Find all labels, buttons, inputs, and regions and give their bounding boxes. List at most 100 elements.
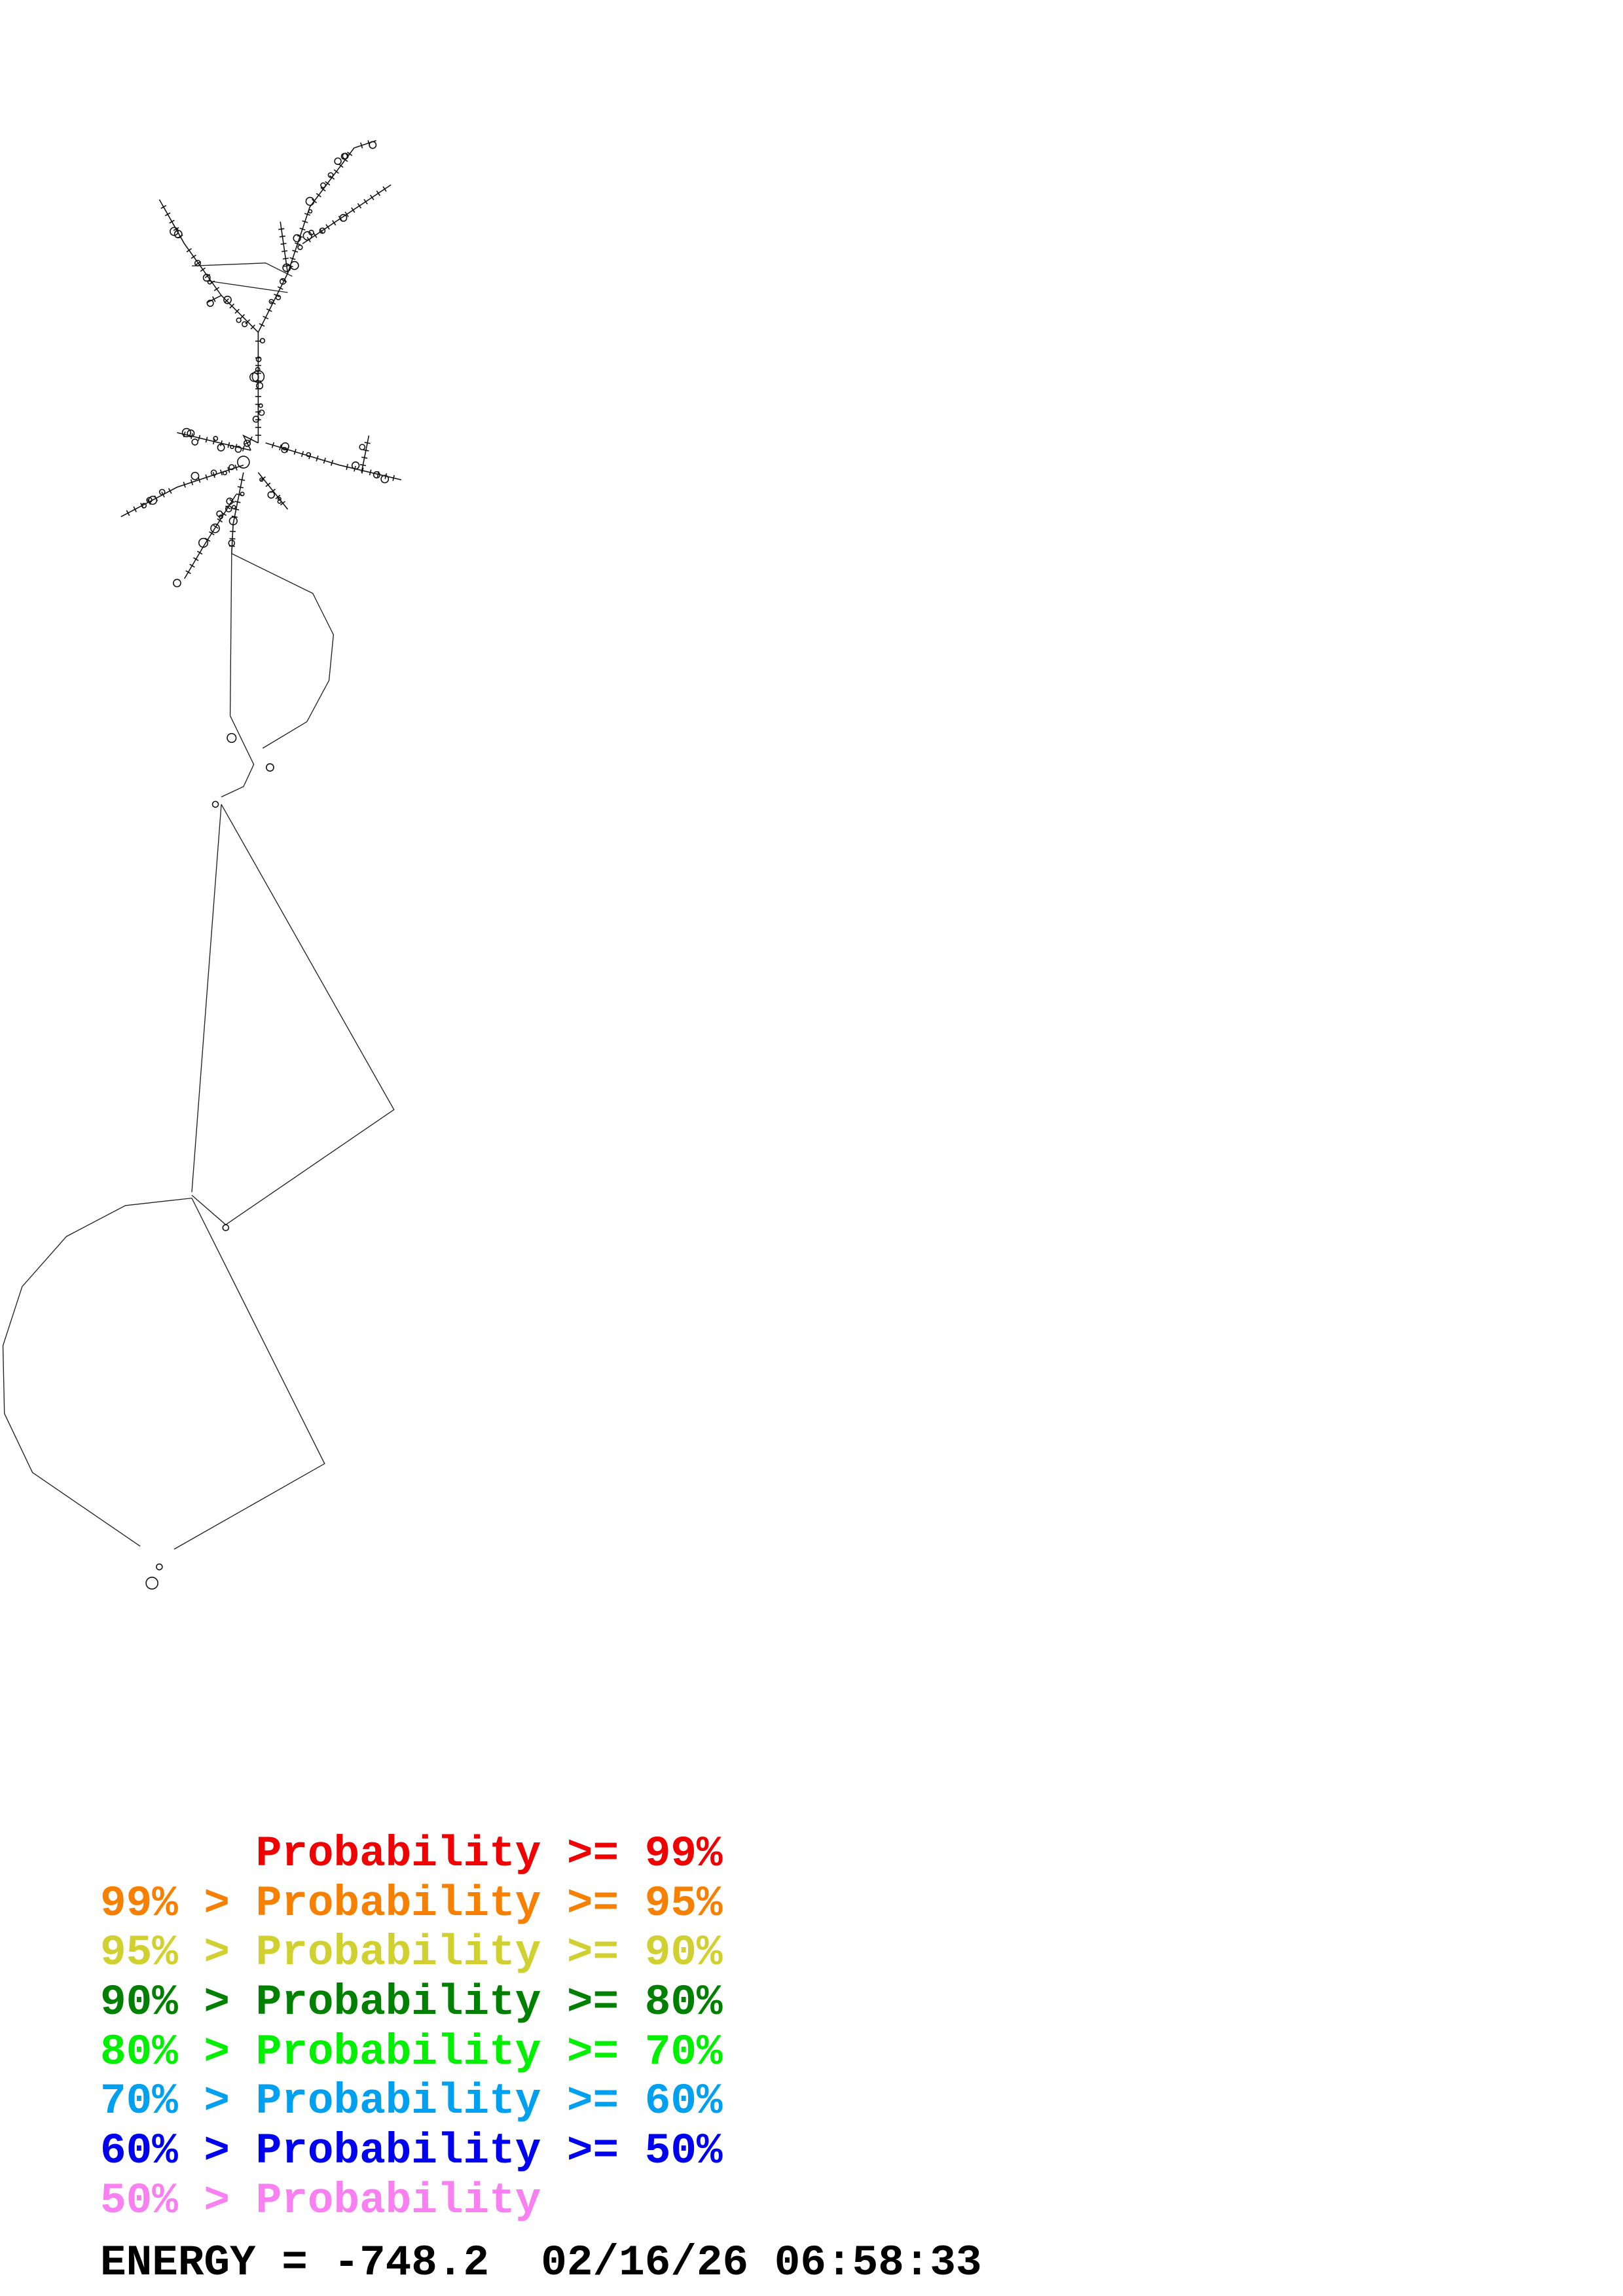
legend-label: Probability (255, 1829, 541, 1878)
hairpin-loop (228, 516, 238, 526)
hairpin-loop (255, 367, 261, 372)
multiloop (237, 456, 250, 469)
hairpin-loop (258, 409, 265, 416)
base-pair-tick (209, 531, 215, 535)
base-pair-tick (333, 169, 339, 174)
base-pair-tick (133, 506, 137, 512)
base-pair-tick (240, 314, 245, 319)
hairpin-loop (302, 231, 312, 241)
hairpin-loop (181, 427, 191, 438)
hairpin-loop (240, 492, 245, 497)
helix (231, 472, 244, 554)
legend-prefix: 70% > (100, 2077, 256, 2126)
base-pair-tick (361, 456, 368, 459)
hairpin-loop (342, 152, 349, 160)
base-pair-tick (245, 319, 251, 325)
base-pair-tick (357, 203, 362, 209)
legend-prefix: 80% > (100, 2027, 256, 2077)
hairpin-loop (334, 157, 342, 166)
base-pair-tick (229, 303, 234, 309)
hairpin-loop (230, 444, 234, 450)
legend-label: Probability (255, 1978, 541, 2028)
legend-prefix: 99% > (100, 1878, 256, 1928)
base-pair-tick (270, 488, 276, 493)
multiloop (211, 800, 219, 808)
base-pair-tick (198, 435, 201, 441)
base-pair-tick (392, 475, 395, 481)
base-pair-tick (364, 442, 371, 444)
legend-prefix (100, 1829, 256, 1878)
hairpin-loop (293, 234, 301, 243)
base-pair-tick (304, 213, 310, 216)
base-pair-tick (281, 279, 287, 283)
base-pair-tick (195, 260, 201, 266)
base-pair-tick (234, 308, 240, 314)
base-pair-tick (280, 501, 285, 506)
base-pair-tick (293, 448, 297, 455)
backbone-segment (229, 553, 232, 716)
hairpin-loop (259, 477, 264, 482)
base-pair-tick (205, 537, 211, 542)
base-pair-tick (126, 510, 130, 516)
base-pair-tick (231, 515, 238, 518)
base-pair-tick (311, 198, 318, 204)
backbone-segment (206, 280, 288, 293)
legend-label: Probability (255, 2027, 541, 2077)
base-pair-tick (229, 499, 235, 503)
multiloop (227, 732, 237, 744)
hairpin-loop (170, 226, 179, 236)
base-pair-tick (204, 274, 211, 279)
base-pair-tick (161, 492, 165, 498)
base-pair-tick (376, 190, 380, 196)
hairpin-loop (359, 444, 366, 450)
base-pair-tick (250, 324, 255, 330)
base-pair-tick (286, 446, 289, 453)
base-pair-tick (189, 564, 195, 568)
legend-suffix: >= 70% (541, 2027, 723, 2077)
base-pair-tick (360, 142, 363, 149)
base-pair-tick (376, 471, 380, 478)
base-pair-tick (183, 482, 186, 488)
multiloop (251, 370, 265, 384)
backbone-segment (221, 804, 395, 1225)
hairpin-loop (255, 356, 262, 363)
base-pair-tick (169, 219, 175, 224)
base-pair-tick (186, 248, 192, 253)
base-pair-tick (191, 433, 193, 439)
legend-row: 80% > Probability >= 70% (100, 2028, 723, 2077)
hairpin-loop (243, 439, 251, 447)
legend-prefix: 50% > (100, 2176, 256, 2225)
base-pair-tick (260, 476, 266, 481)
base-pair-tick (289, 257, 296, 260)
base-pair-tick (212, 472, 215, 478)
hairpin-loop (231, 505, 236, 510)
multiloop (265, 763, 274, 772)
base-pair-tick (213, 524, 219, 529)
hairpin-loop (275, 295, 282, 300)
base-pair-tick (325, 181, 331, 186)
hairpin-loop (373, 471, 380, 478)
base-pair-tick (244, 441, 250, 445)
backbone-segment (191, 1194, 227, 1225)
base-pair-tick (279, 235, 285, 238)
hairpin-loop (206, 299, 214, 307)
base-pair-tick (361, 467, 364, 474)
base-pair-tick (236, 493, 242, 496)
helix (184, 494, 237, 579)
legend-prefix: 95% > (100, 1928, 256, 1978)
base-pair-tick (320, 187, 326, 192)
hairpin-loop (210, 523, 220, 533)
base-pair-tick (205, 474, 208, 480)
base-pair-tick (370, 194, 374, 200)
base-pair-tick (278, 228, 285, 230)
legend-suffix: >= 95% (541, 1878, 723, 1928)
base-pair-tick (212, 296, 216, 302)
legend-suffix: >= 50% (541, 2126, 723, 2176)
base-pair-tick (347, 151, 353, 156)
base-pair-tick (259, 323, 265, 327)
legend-row: 99% > Probability >= 95% (100, 1879, 723, 1929)
hairpin-loop (249, 372, 259, 382)
base-pair-tick (359, 463, 367, 467)
hairpin-loop (289, 260, 299, 270)
